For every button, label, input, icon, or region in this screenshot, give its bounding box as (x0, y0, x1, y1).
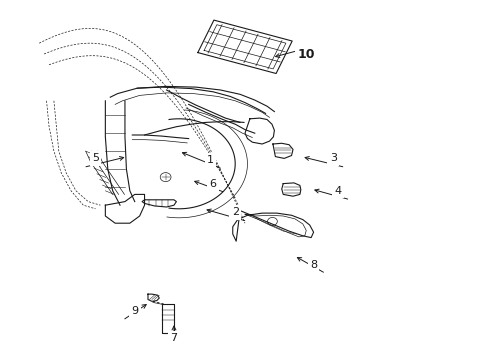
Text: 7: 7 (171, 333, 177, 343)
Ellipse shape (268, 217, 277, 225)
Text: 9: 9 (131, 306, 138, 316)
Text: 1: 1 (207, 155, 214, 165)
Text: 10: 10 (297, 48, 315, 60)
Text: 2: 2 (232, 207, 239, 217)
Text: 6: 6 (210, 179, 217, 189)
Text: 5: 5 (92, 153, 99, 163)
Ellipse shape (160, 173, 171, 181)
Text: 3: 3 (330, 153, 337, 163)
Text: 4: 4 (335, 186, 342, 196)
Text: 8: 8 (310, 260, 317, 270)
